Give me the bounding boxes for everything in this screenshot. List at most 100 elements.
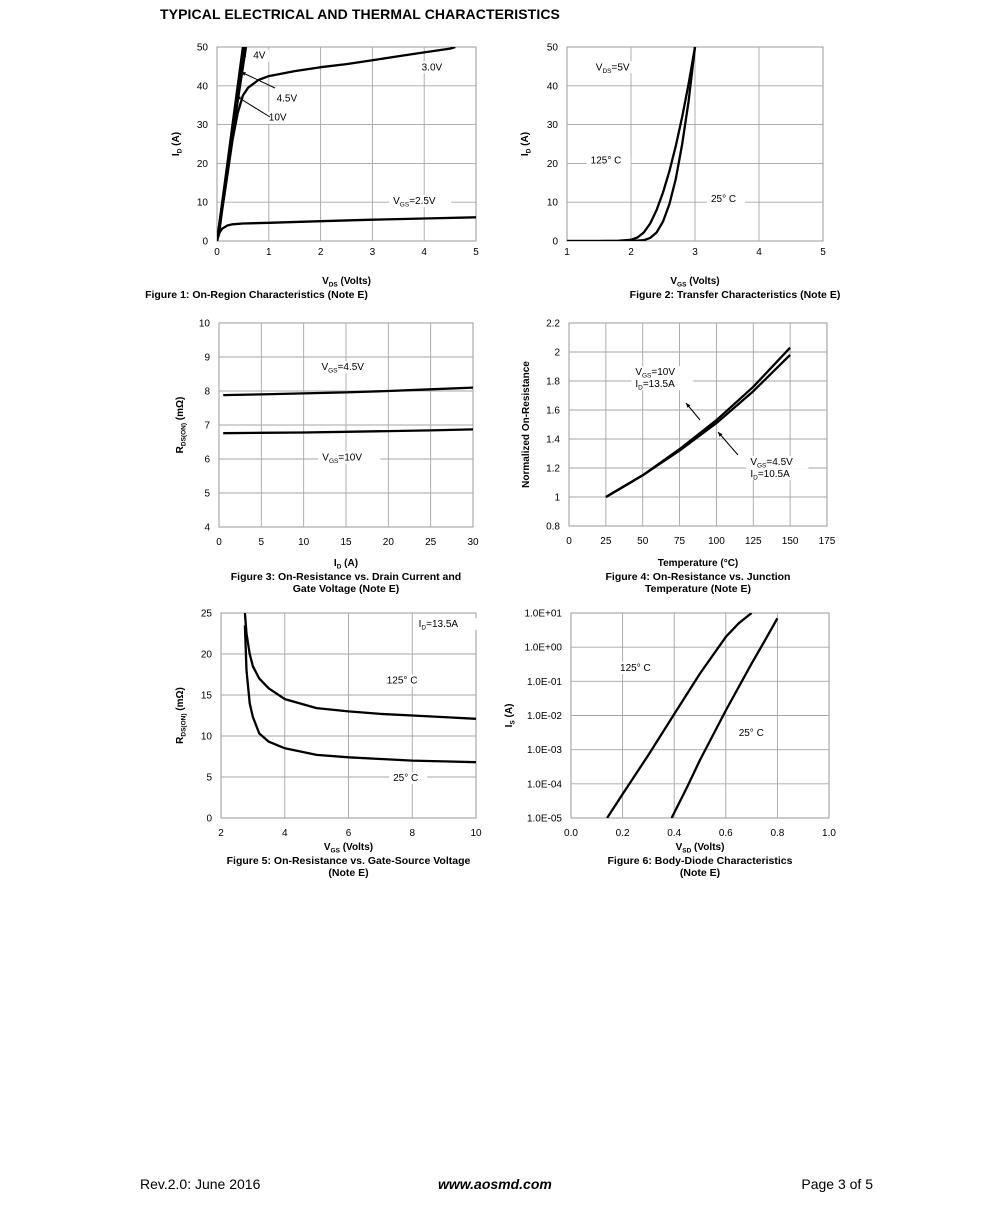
y-tick-label: 40 <box>547 81 559 92</box>
y-tick-label: 0 <box>202 237 208 248</box>
x-tick-label: 5 <box>820 247 826 258</box>
y-tick-label: 1.2 <box>546 464 560 475</box>
y-tick-label: 40 <box>197 81 209 92</box>
x-tick-label: 0.0 <box>564 828 578 839</box>
figure-caption: (Note E) <box>328 867 368 879</box>
x-tick-label: 10 <box>470 828 482 839</box>
figure-5: 2 4 6 8 10 0 5 10 15 20 25 ID=13.5A 125° C 25° C VGS (… <box>175 609 482 880</box>
y-tick-label: 9 <box>204 353 210 364</box>
y-tick-label: 10 <box>199 319 211 330</box>
x-tick-label: 0 <box>214 247 220 258</box>
y-tick-label: 5 <box>206 773 212 784</box>
annotation-label: ID=13.5A <box>635 379 675 392</box>
series-line-1 <box>243 613 476 720</box>
y-axis-label: ID (A) <box>171 132 184 156</box>
x-tick-label: 30 <box>467 537 479 548</box>
x-tick-label: 25 <box>425 537 437 548</box>
y-tick-label: 0.8 <box>546 522 560 533</box>
x-tick-label: 4 <box>282 828 288 839</box>
y-tick-label: 50 <box>547 43 559 54</box>
y-tick-label: 1.8 <box>546 377 560 388</box>
x-tick-label: 75 <box>674 536 686 547</box>
annotation-pointer <box>240 71 276 89</box>
series-line-5 <box>217 216 476 241</box>
x-tick-label: 0.2 <box>616 828 630 839</box>
footer-revision: Rev.2.0: June 2016 <box>140 1176 261 1192</box>
footer-page-number: Page 3 of 5 <box>801 1176 873 1192</box>
figure-caption: Figure 1: On-Region Characteristics (Not… <box>145 289 368 301</box>
figure-caption: Figure 5: On-Resistance vs. Gate-Source … <box>227 855 471 867</box>
y-tick-label: 15 <box>201 691 213 702</box>
annotation-label: VGS=10V <box>635 367 675 380</box>
annotation-arrowhead <box>718 432 723 437</box>
y-axis-label: Normalized On-Resistance <box>521 361 532 488</box>
figure-caption: (Note E) <box>680 867 720 879</box>
x-tick-label: 1 <box>266 247 272 258</box>
x-tick-label: 2 <box>218 828 224 839</box>
x-axis-label: VGS (Volts) <box>324 842 373 855</box>
y-tick-label: 1.6 <box>546 406 560 417</box>
x-tick-label: 175 <box>819 536 836 547</box>
series-line-2 <box>567 47 697 241</box>
y-tick-label: 1.0E-04 <box>527 779 562 790</box>
x-tick-label: 5 <box>473 247 479 258</box>
x-axis-label: Temperature (°C) <box>658 558 739 569</box>
series-line-4 <box>217 47 456 241</box>
annotation-label: 4V <box>253 51 266 62</box>
x-tick-label: 2 <box>318 247 324 258</box>
y-tick-label: 1.0E-05 <box>527 814 562 825</box>
x-tick-label: 3 <box>692 247 698 258</box>
x-tick-label: 50 <box>637 536 649 547</box>
x-tick-label: 4 <box>756 247 762 258</box>
y-tick-label: 1.0E+01 <box>524 609 562 620</box>
series-line-1 <box>606 613 753 818</box>
annotation-label: VGS=2.5V <box>393 196 436 209</box>
x-tick-label: 100 <box>708 536 725 547</box>
annotation-label: VGS=10V <box>322 452 362 465</box>
y-axis-label: IS (A) <box>504 704 517 728</box>
annotation-arrowhead <box>686 403 691 408</box>
annotation-label: ID=13.5A <box>419 619 459 632</box>
x-tick-label: 3 <box>370 247 376 258</box>
y-tick-label: 50 <box>197 43 209 54</box>
series-line-2 <box>223 428 473 435</box>
x-tick-label: 6 <box>346 828 352 839</box>
annotation-label: VGS=4.5V <box>321 362 364 375</box>
y-axis-label: ID (A) <box>520 132 533 156</box>
annotation-pointer <box>235 95 271 118</box>
y-tick-label: 20 <box>201 650 213 661</box>
y-tick-label: 0 <box>552 237 558 248</box>
plot-area <box>216 46 477 242</box>
page-header: TYPICAL ELECTRICAL AND THERMAL CHARACTER… <box>160 6 560 22</box>
annotation-label: 25° C <box>393 773 418 784</box>
x-tick-label: 0 <box>566 536 572 547</box>
annotation-label: 125° C <box>620 663 651 674</box>
annotation-label: ID=10.5A <box>750 469 790 482</box>
x-tick-label: 20 <box>383 537 395 548</box>
series-line-2 <box>670 617 779 818</box>
footer-website-link[interactable]: www.aosmd.com <box>438 1176 552 1192</box>
y-tick-label: 2.2 <box>546 319 560 330</box>
figure-3: 0 5 10 15 20 25 30 4 5 6 7 8 9 10 VGS=4.5V VGS=10V ID (A… <box>175 319 479 596</box>
figure-caption: Figure 2: Transfer Characteristics (Note… <box>630 289 841 301</box>
annotation-label: 125° C <box>387 676 418 687</box>
y-tick-label: 0 <box>206 814 212 825</box>
y-tick-label: 1 <box>554 493 560 504</box>
y-tick-label: 1.0E-03 <box>527 745 562 756</box>
figure-caption: Figure 4: On-Resistance vs. Junction <box>606 571 791 583</box>
figure-4: 0 25 50 75 100 125 150 175 0.8 1 1.2 1.4 1.6 1.8 2 2.2 V… <box>521 319 836 596</box>
y-tick-label: 6 <box>204 455 210 466</box>
x-tick-label: 15 <box>340 537 352 548</box>
x-tick-label: 2 <box>628 247 634 258</box>
y-tick-label: 1.0E+00 <box>524 643 562 654</box>
x-tick-label: 1 <box>564 247 570 258</box>
y-tick-label: 2 <box>554 348 560 359</box>
y-axis-label: RDS(ON) (mΩ) <box>175 397 188 454</box>
y-tick-label: 10 <box>197 198 209 209</box>
series-line-1 <box>223 386 473 397</box>
annotation-label: 125° C <box>591 155 622 166</box>
y-tick-label: 10 <box>201 732 213 743</box>
x-tick-label: 0.8 <box>770 828 784 839</box>
y-tick-label: 8 <box>204 387 210 398</box>
